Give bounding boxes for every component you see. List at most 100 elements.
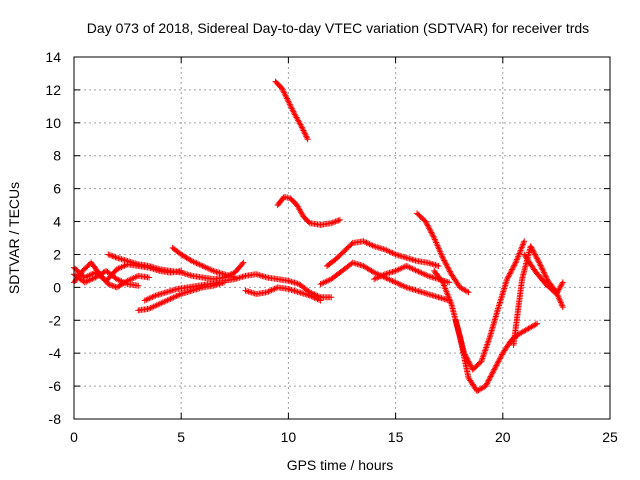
data-point [299, 126, 306, 133]
data-point [109, 253, 116, 260]
data-point [216, 279, 223, 286]
data-point [491, 366, 498, 373]
data-point [484, 378, 491, 385]
data-point [429, 232, 436, 239]
data-point [424, 221, 431, 228]
data-point [442, 260, 449, 267]
data-point [492, 363, 499, 370]
data-point [557, 298, 564, 305]
data-point [443, 261, 450, 268]
data-point [555, 295, 562, 302]
data-point [506, 272, 513, 279]
data-point [430, 233, 437, 240]
y-axis-label: SDTVAR / TECUs [6, 182, 22, 294]
data-point [284, 96, 291, 103]
data-point [491, 365, 498, 372]
data-point [424, 222, 431, 229]
series-sat-i [242, 284, 324, 304]
data-point [509, 266, 516, 273]
data-point [466, 361, 473, 368]
x-tick-label: 10 [281, 429, 297, 445]
data-point [301, 130, 308, 137]
y-tick-label: -8 [49, 411, 62, 427]
data-point [328, 220, 335, 227]
data-point [287, 102, 294, 109]
data-point [527, 243, 534, 250]
y-tick-label: 4 [53, 214, 61, 230]
series-sat-l [323, 238, 442, 269]
data-point [496, 357, 503, 364]
data-point [504, 274, 511, 281]
data-point [305, 219, 312, 226]
series-sat-j [272, 78, 311, 143]
data-point [559, 279, 566, 286]
data-point [486, 374, 493, 381]
data-point [332, 218, 339, 225]
y-tick-label: 12 [45, 82, 61, 98]
data-point [494, 359, 501, 366]
data-point [489, 370, 496, 377]
data-point [441, 257, 448, 264]
series-sat-c [71, 267, 142, 289]
data-point [303, 134, 310, 141]
data-point [497, 354, 504, 361]
data-point [317, 297, 324, 304]
data-point [462, 352, 469, 359]
data-point [440, 256, 447, 263]
data-point [531, 250, 538, 257]
data-point [286, 101, 293, 108]
y-tick-label: 10 [45, 115, 61, 131]
data-point [534, 256, 541, 263]
data-point [465, 358, 472, 365]
data-marks [71, 78, 566, 395]
data-point [498, 352, 505, 359]
data-point [298, 124, 305, 131]
data-point [539, 266, 546, 273]
data-point [557, 299, 564, 306]
y-tick-label: 6 [53, 181, 61, 197]
data-point [532, 321, 539, 328]
data-point [146, 274, 153, 281]
data-point [300, 127, 307, 134]
data-point [461, 350, 468, 357]
data-point [542, 272, 549, 279]
data-point [508, 267, 515, 274]
data-point [505, 273, 512, 280]
series-sat-s [521, 251, 566, 297]
data-point [288, 104, 295, 111]
data-point [335, 217, 342, 224]
data-point [540, 269, 547, 276]
data-point [439, 254, 446, 261]
data-point [536, 261, 543, 268]
data-point [488, 372, 495, 379]
data-point [511, 261, 518, 268]
data-point [240, 259, 247, 266]
data-point [111, 253, 118, 260]
data-point [528, 244, 535, 251]
data-point [559, 304, 566, 311]
y-tick-label: -4 [49, 345, 62, 361]
y-tick-label: -6 [49, 378, 62, 394]
data-point [558, 301, 565, 308]
data-point [494, 361, 501, 368]
y-tick-label: -2 [49, 312, 62, 328]
data-point [543, 274, 550, 281]
y-tick-label: 14 [45, 49, 61, 65]
data-point [535, 258, 542, 265]
data-point [509, 265, 516, 272]
series-sat-f [141, 279, 223, 304]
data-point [285, 98, 292, 105]
data-point [283, 94, 290, 101]
data-point [105, 281, 112, 288]
data-point [281, 89, 288, 96]
x-tick-label: 20 [495, 429, 511, 445]
data-point [328, 294, 335, 301]
data-point [461, 351, 468, 358]
data-point [464, 355, 471, 362]
series-sat-d [105, 251, 247, 283]
data-point [425, 224, 432, 231]
data-point [288, 105, 295, 112]
data-point [105, 251, 112, 258]
data-point [495, 358, 502, 365]
data-point [427, 228, 434, 235]
